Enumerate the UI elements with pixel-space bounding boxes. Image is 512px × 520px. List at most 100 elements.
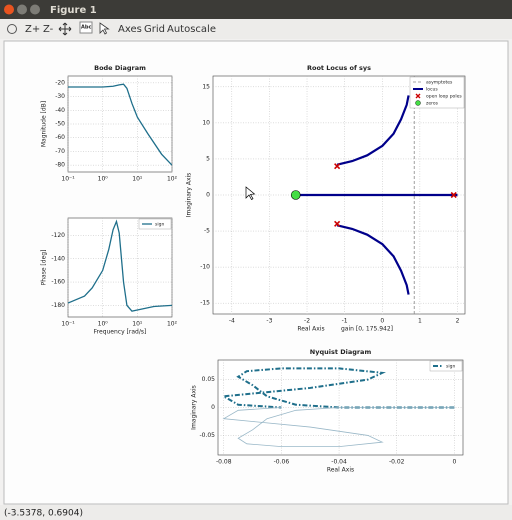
minimize-button[interactable] — [17, 4, 27, 15]
x-axis-label: Frequency [rad/s] — [94, 329, 147, 336]
x-tick-label: -4 — [229, 318, 235, 325]
y-axis-label: Imaginary Axis — [186, 173, 193, 218]
y-tick-label: -5 — [204, 228, 210, 235]
window-title: Figure 1 — [50, 5, 97, 16]
series-line — [68, 83, 172, 166]
x-tick-label: 2 — [456, 318, 460, 325]
y-tick-label: 15 — [202, 83, 210, 90]
legend-swatch — [415, 100, 421, 106]
x-tick-label: -3 — [266, 318, 272, 325]
series-line — [220, 367, 455, 409]
y-tick-label: -0.05 — [199, 432, 215, 439]
x-tick-label: -2 — [304, 318, 310, 325]
x-tick-label: 0 — [452, 459, 456, 466]
x-tick-label: -0.06 — [274, 459, 290, 466]
grid-button[interactable]: Grid — [144, 24, 165, 35]
reset-icon[interactable] — [7, 24, 17, 34]
pole-marker — [334, 220, 341, 227]
y-tick-label: -60 — [55, 134, 65, 141]
series-group — [68, 219, 172, 312]
legend-label: zeros — [426, 101, 439, 107]
y-axis-label: Phase [deg] — [41, 250, 48, 286]
chart-title: Nyquist Diagram — [310, 348, 372, 356]
series-line — [295, 95, 458, 295]
y-tick-label: -140 — [51, 255, 65, 262]
select-icon[interactable] — [99, 22, 110, 35]
y-tick-label: 0 — [211, 404, 215, 411]
maximize-button[interactable] — [30, 4, 40, 15]
legend-label: sign — [155, 222, 164, 228]
y-tick-label: -50 — [55, 121, 65, 128]
zoom-out-button[interactable]: Z- — [43, 24, 54, 35]
plot-area — [67, 75, 173, 173]
y-tick-label: -160 — [51, 279, 65, 286]
legend-label: asymptotes — [426, 80, 453, 86]
y-tick-label: -20 — [55, 79, 65, 86]
plot-area — [67, 217, 173, 318]
legend-label: sign — [446, 364, 455, 370]
x-tick-label: 10² — [167, 321, 178, 328]
x-tick-label: 10¹ — [132, 176, 143, 183]
y-tick-label: -40 — [55, 107, 65, 114]
annotation: gain [0, 175.942] — [341, 326, 393, 333]
y-tick-label: -30 — [55, 93, 65, 100]
legend-label: open loop poles — [426, 94, 462, 100]
status-text: (-3.5378, 0.6904) — [4, 509, 83, 519]
x-tick-label: 10⁰ — [98, 176, 109, 183]
status-bar — [0, 505, 512, 520]
x-tick-label: 10¹ — [132, 321, 143, 328]
series-group — [220, 367, 455, 448]
legend-swatch — [415, 93, 421, 99]
x-tick-label: 10⁻¹ — [61, 321, 75, 328]
series-line — [222, 407, 455, 448]
legend-box — [138, 218, 172, 230]
y-tick-label: -15 — [200, 300, 210, 307]
axes: -0.08 -0.06 -0.04 -0.02 0 -0.05 0 0.05 Nyquist D… — [191, 348, 464, 474]
chart-title: Root Locus of sys — [307, 64, 371, 72]
zero-marker — [290, 190, 301, 200]
toolbar — [0, 19, 512, 39]
x-axis-label: Real Axis — [297, 326, 324, 333]
legend-box — [429, 360, 463, 372]
legend-label: locus — [426, 87, 438, 93]
x-tick-label: -1 — [342, 318, 348, 325]
y-tick-label: -180 — [51, 302, 65, 309]
y-axis-label: Imaginary Axis — [191, 385, 198, 430]
y-tick-label: 5 — [206, 155, 210, 162]
series-group — [68, 83, 172, 166]
chart-title: Bode Diagram — [94, 64, 146, 72]
y-tick-label: -80 — [55, 162, 65, 169]
y-axis-label: Magnitude [dB] — [41, 101, 48, 147]
zoom-in-button[interactable]: Z+ — [25, 24, 40, 35]
x-tick-label: 10⁻¹ — [61, 176, 75, 183]
x-tick-label: -0.08 — [216, 459, 232, 466]
text-icon-label: Abc — [81, 25, 91, 31]
axes-button[interactable]: Axes — [118, 24, 142, 35]
x-tick-label: -0.04 — [331, 459, 347, 466]
y-tick-label: 0 — [206, 192, 210, 199]
x-tick-label: 10⁰ — [98, 321, 109, 328]
x-axis-label: Real Axis — [327, 467, 354, 474]
x-tick-label: -0.02 — [389, 459, 405, 466]
axes: 10⁻¹ 10⁰ 10¹ 10² -80 -70 -60 -50 -40 -30 -20 Bode D… — [41, 64, 178, 183]
y-tick-label: 0.05 — [202, 376, 216, 383]
y-tick-label: -10 — [200, 264, 210, 271]
y-tick-label: 10 — [202, 119, 210, 126]
mouse-cursor — [245, 186, 256, 200]
pan-icon[interactable] — [58, 22, 72, 36]
series-line — [68, 219, 172, 312]
autoscale-button[interactable]: Autoscale — [167, 24, 216, 35]
y-tick-label: -70 — [55, 148, 65, 155]
text-icon[interactable] — [79, 21, 93, 34]
series-group — [290, 76, 458, 314]
x-tick-label: 10² — [167, 176, 178, 183]
title-bar — [0, 0, 512, 19]
x-tick-label: 1 — [418, 318, 422, 325]
pole-marker — [450, 191, 457, 199]
close-button[interactable] — [4, 4, 14, 15]
x-tick-label: 0 — [380, 318, 384, 325]
axes: 10⁻¹ 10⁰ 10¹ 10² -180 -160 -140 -120 Frequency [… — [41, 217, 178, 336]
